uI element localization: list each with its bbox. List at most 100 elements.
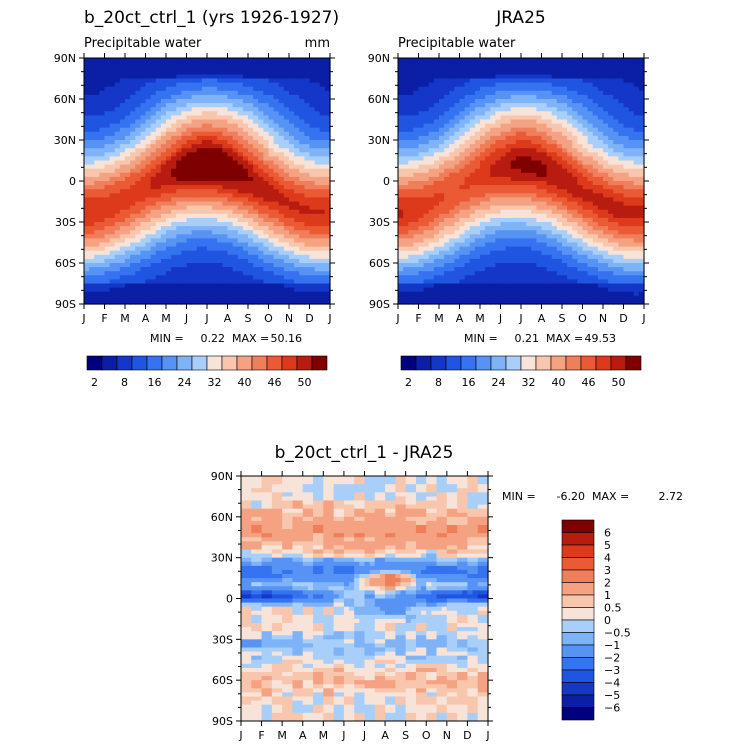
field-cell: [485, 131, 491, 137]
field-cell: [99, 152, 106, 157]
field-cell: [155, 127, 162, 133]
field-cell: [567, 82, 573, 88]
field-cell: [299, 160, 305, 166]
field-cell: [273, 209, 280, 215]
field-cell: [283, 201, 290, 207]
field-cell: [562, 74, 568, 80]
field-cell: [109, 99, 116, 104]
field-cell: [145, 287, 152, 293]
field-cell: [526, 217, 532, 223]
field-cell: [268, 140, 275, 145]
field-cell: [536, 172, 543, 178]
field-cell: [490, 62, 496, 67]
field-cell: [294, 119, 300, 125]
field-cell: [546, 242, 553, 248]
field-cell: [428, 94, 435, 100]
field-cell: [314, 189, 321, 194]
field-cell: [289, 299, 295, 305]
field-cell: [526, 263, 532, 268]
field-cell: [490, 111, 496, 116]
field-cell: [99, 246, 106, 252]
field-cell: [186, 168, 193, 174]
field-cell: [526, 189, 532, 194]
field-cell: [89, 185, 95, 190]
field-cell: [469, 99, 476, 104]
field-cell: [304, 263, 311, 268]
field-cell: [114, 263, 121, 268]
field-cell: [418, 144, 425, 149]
field-cell: [398, 201, 404, 207]
field-cell: [541, 209, 548, 215]
field-cell: [490, 99, 496, 104]
field-cell: [474, 62, 481, 67]
field-cell: [196, 205, 203, 211]
field-cell: [398, 267, 404, 272]
field-cell: [232, 209, 239, 215]
field-cell: [181, 107, 188, 112]
field-cell: [495, 295, 502, 301]
field-cell: [207, 258, 213, 264]
field-cell: [253, 58, 259, 63]
field-cell: [469, 201, 476, 207]
field-cell: [454, 115, 461, 121]
field-cell: [526, 127, 532, 133]
field-cell: [166, 176, 172, 182]
field-cell: [433, 254, 440, 260]
field-cell: [176, 267, 182, 272]
field-cell: [433, 189, 440, 194]
field-cell: [125, 254, 131, 260]
field-cell: [155, 82, 162, 88]
field-cell: [119, 201, 126, 207]
field-cell: [268, 176, 275, 182]
field-cell: [510, 197, 517, 203]
field-cell: [196, 70, 203, 75]
field-cell: [408, 197, 414, 203]
field-cell: [191, 205, 198, 211]
field-cell: [150, 156, 157, 162]
field-cell: [232, 283, 239, 289]
field-cell: [490, 127, 496, 133]
field-cell: [398, 140, 404, 145]
field-cell: [125, 291, 131, 297]
field-cell: [398, 111, 404, 116]
field-cell: [89, 283, 95, 289]
field-cell: [196, 103, 203, 108]
field-cell: [521, 258, 527, 264]
field-cell: [248, 148, 254, 153]
field-cell: [109, 205, 116, 211]
field-cell: [556, 176, 563, 182]
field-cell: [258, 78, 264, 84]
field-cell: [155, 90, 162, 96]
field-cell: [222, 201, 229, 207]
field-cell: [263, 238, 270, 244]
field-cell: [201, 78, 208, 84]
field-cell: [464, 123, 471, 129]
field-cell: [283, 156, 290, 162]
field-cell: [258, 222, 264, 227]
field-cell: [104, 58, 111, 63]
field-cell: [155, 258, 162, 264]
field-cell: [114, 103, 121, 108]
field-cell: [294, 99, 300, 104]
field-cell: [541, 152, 548, 157]
field-cell: [186, 131, 193, 137]
field-cell: [469, 205, 476, 211]
field-cell: [283, 99, 290, 104]
field-cell: [304, 66, 311, 71]
field-cell: [176, 156, 182, 162]
field-cell: [125, 226, 131, 231]
field-cell: [130, 90, 136, 96]
field-cell: [278, 74, 285, 80]
field-cell: [94, 111, 100, 116]
field-cell: [140, 287, 147, 293]
field-cell: [253, 238, 259, 244]
field-cell: [212, 181, 218, 186]
field-cell: [258, 164, 264, 170]
field-cell: [439, 131, 445, 137]
field-cell: [207, 287, 213, 293]
field-cell: [217, 82, 223, 88]
field-cell: [464, 234, 471, 239]
field-cell: [196, 131, 203, 137]
field-cell: [510, 58, 517, 63]
field-cell: [536, 193, 543, 198]
